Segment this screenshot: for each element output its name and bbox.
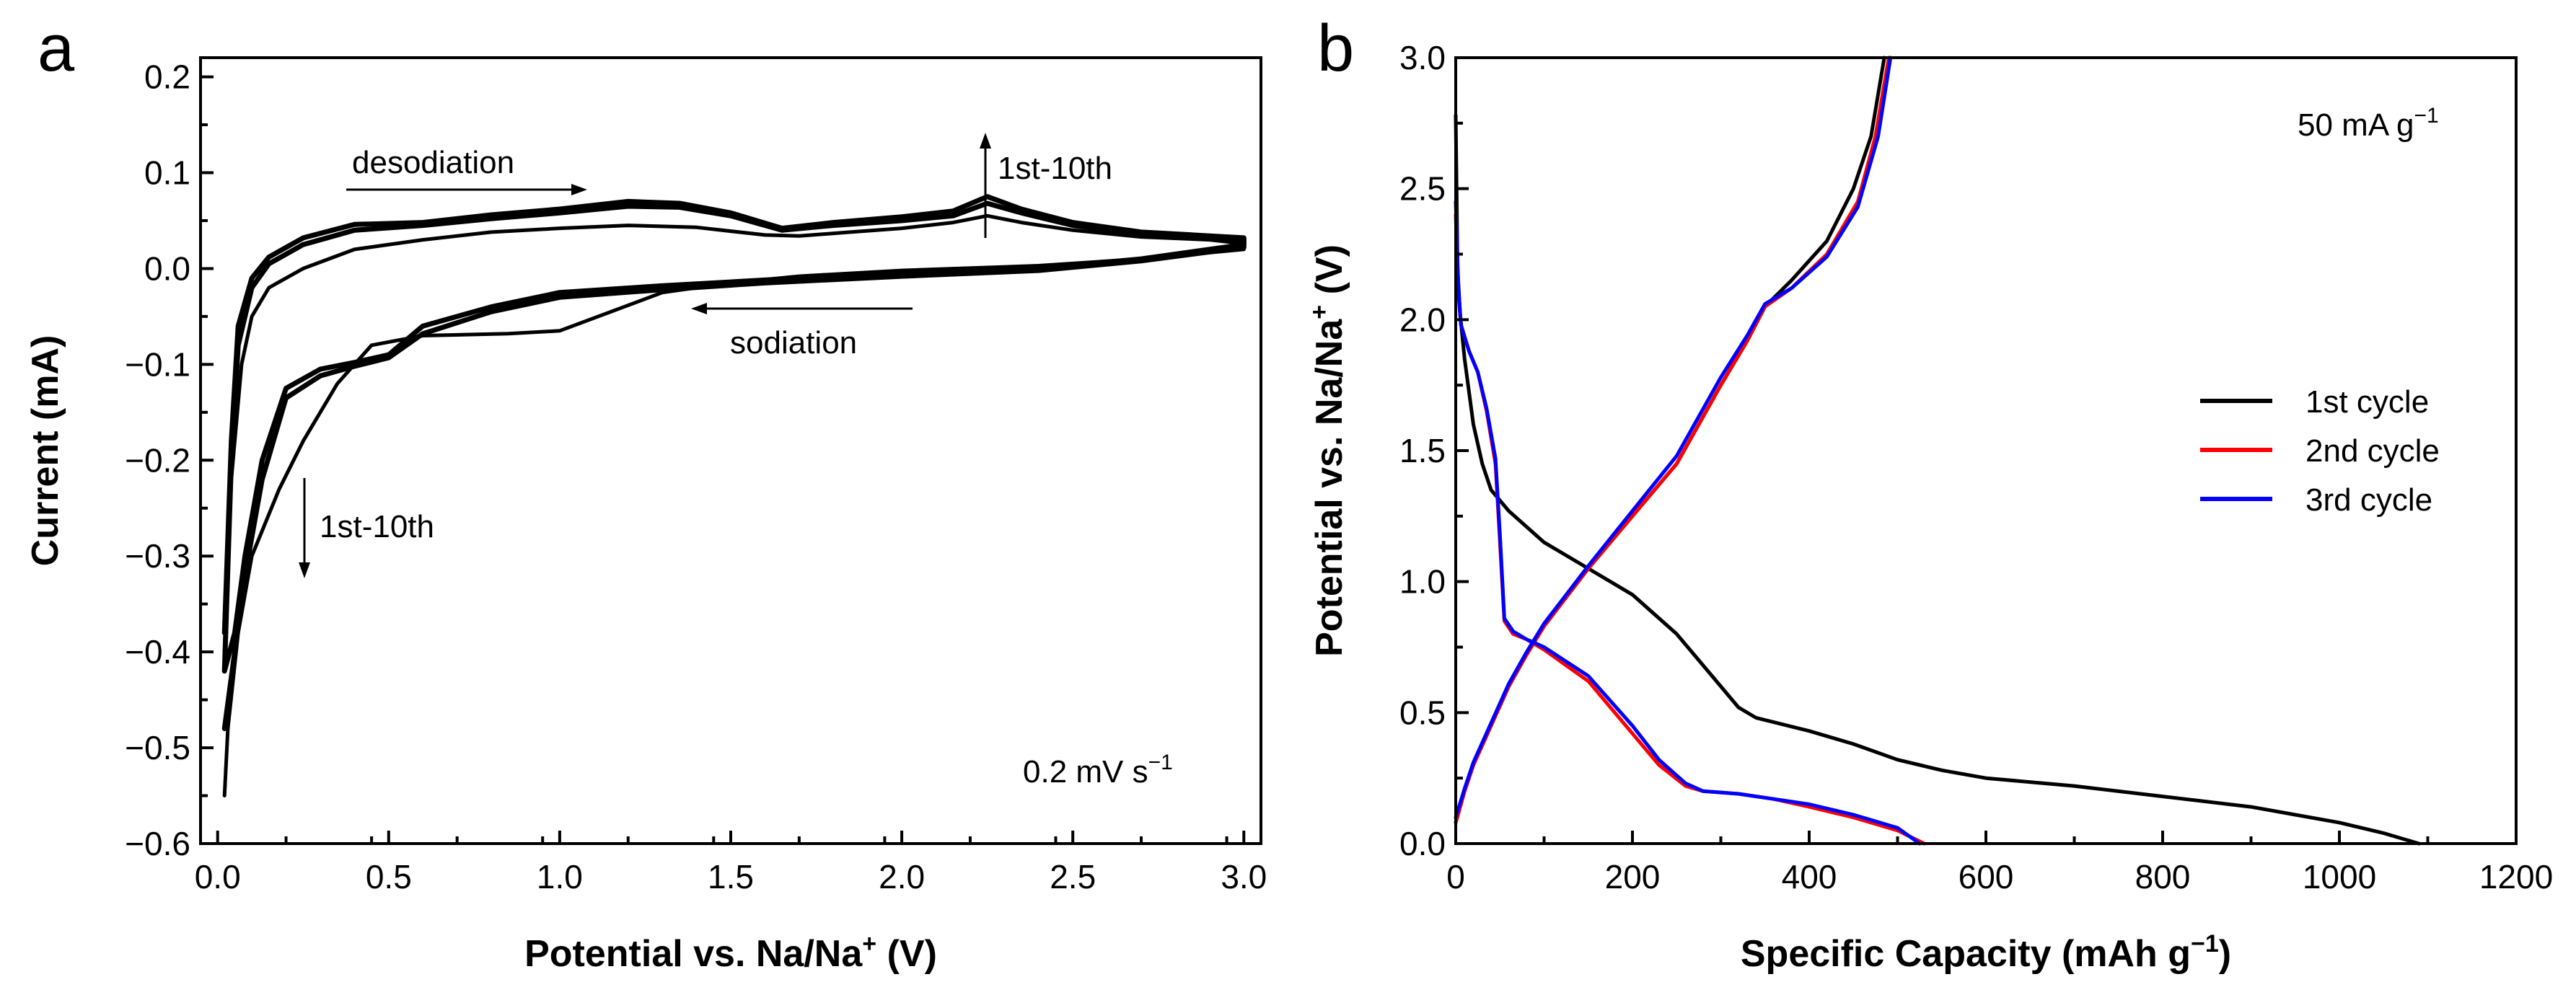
b-x-tick-label: 200 (1605, 858, 1661, 896)
a-x-tick-label: 0.0 (195, 858, 241, 896)
b-y-tick-label: 2.0 (1399, 301, 1446, 338)
desodiation-annotation: desodiation (346, 145, 587, 195)
current-density-label: 50 mA g−1 (2298, 104, 2439, 143)
discharge-curve (1454, 213, 1926, 846)
charge-discharge-curves (1454, 56, 2421, 846)
y-axis-title-b: Potential vs. Na/Na+ (V) (1306, 244, 1350, 657)
sodiation-arrowhead (691, 303, 707, 314)
y-axis-title-a: Current (mA) (25, 335, 66, 567)
cycles-down-annotation: 1st-10th (299, 478, 434, 578)
b-x-tick-label: 1000 (2303, 858, 2376, 896)
a-y-tick-label: 0.0 (144, 249, 190, 287)
legend-item-1st-cycle: 1st cycle (2200, 384, 2429, 420)
cycles-up-annotation: 1st-10th (980, 133, 1112, 238)
b-y-tick-label: 2.5 (1399, 170, 1446, 208)
scan-rate-label: 0.2 mV s−1 (1023, 751, 1173, 790)
a-y-tick-label: −0.6 (125, 825, 190, 862)
charge-curve (1454, 56, 1893, 820)
panel-b: b 0 200 400 600 800 1000 1200 3.0 2.5 2.0 1.5 1.0 0.… (1306, 12, 2553, 975)
panel-a: a 0.0 0.5 1.0 1.5 2.0 2.5 3.0 0.2 0.1 0.0 −0.1 −0.2… (25, 12, 1267, 975)
charge-curve (1454, 56, 1886, 825)
x-axis-title-a: Potential vs. Na/Na+ (V) (524, 930, 937, 975)
a-x-tick-label: 3.0 (1221, 858, 1267, 896)
charge-curve (1454, 56, 1891, 825)
legend-label-2nd-cycle: 2nd cycle (2305, 433, 2440, 469)
b-x-tick-label: 600 (1959, 858, 2014, 896)
cv-curve (221, 200, 1247, 674)
legend-label-3rd-cycle: 3rd cycle (2305, 482, 2432, 518)
sodiation-annotation: sodiation (691, 303, 913, 361)
ticks-b: 0 200 400 600 800 1000 1200 3.0 2.5 2.0 1.5 1.0 0.5 0… (1399, 39, 2553, 896)
b-x-tick-label: 0 (1446, 858, 1465, 896)
cv-curves (221, 194, 1247, 797)
a-x-tick-label: 1.0 (537, 858, 583, 896)
cv-curve (222, 213, 1246, 797)
discharge-curve (1454, 200, 1922, 846)
a-y-tick-label: 0.1 (144, 154, 190, 192)
a-y-tick-label: −0.1 (125, 345, 190, 383)
b-y-tick-label: 0.5 (1399, 694, 1446, 731)
a-y-tick-label: −0.3 (125, 537, 190, 575)
legend: 1st cycle 2nd cycle 3rd cycle (2200, 384, 2440, 518)
a-x-tick-label: 0.5 (366, 858, 412, 896)
cycles-up-arrowhead (980, 133, 991, 149)
panel-label-a: a (38, 12, 75, 85)
panel-label-b: b (1317, 12, 1354, 85)
b-y-tick-label: 1.5 (1399, 432, 1446, 469)
legend-label-1st-cycle: 1st cycle (2305, 384, 2429, 420)
a-x-tick-label: 2.0 (879, 858, 925, 896)
a-y-tick-label: 0.2 (144, 58, 190, 96)
b-y-tick-label: 3.0 (1399, 39, 1446, 76)
b-x-tick-label: 400 (1782, 858, 1837, 896)
cycles-down-label: 1st-10th (320, 509, 434, 544)
b-y-tick-label: 0.0 (1399, 825, 1446, 862)
a-y-tick-label: −0.2 (125, 441, 190, 479)
b-y-tick-label: 1.0 (1399, 563, 1446, 601)
discharge-curve (1454, 113, 2421, 846)
ticks-a: 0.0 0.5 1.0 1.5 2.0 2.5 3.0 0.2 0.1 0.0 −0.1 −0.2 −0… (125, 58, 1267, 896)
b-x-tick-label: 1200 (2479, 858, 2553, 896)
b-x-tick-label: 800 (2135, 858, 2191, 896)
cycles-down-arrowhead (299, 562, 310, 578)
a-x-tick-label: 2.5 (1050, 858, 1096, 896)
x-axis-title-b: Specific Capacity (mAh g−1) (1741, 930, 2231, 975)
desodiation-arrowhead (571, 184, 587, 195)
desodiation-label: desodiation (352, 145, 514, 180)
sodiation-label: sodiation (730, 325, 857, 361)
a-y-tick-label: −0.4 (125, 633, 190, 671)
legend-item-2nd-cycle: 2nd cycle (2200, 433, 2440, 469)
cycles-up-label: 1st-10th (998, 151, 1112, 186)
a-y-tick-label: −0.5 (125, 729, 190, 766)
legend-item-3rd-cycle: 3rd cycle (2200, 482, 2432, 518)
cv-curve (221, 194, 1247, 731)
a-x-tick-label: 1.5 (708, 858, 754, 896)
